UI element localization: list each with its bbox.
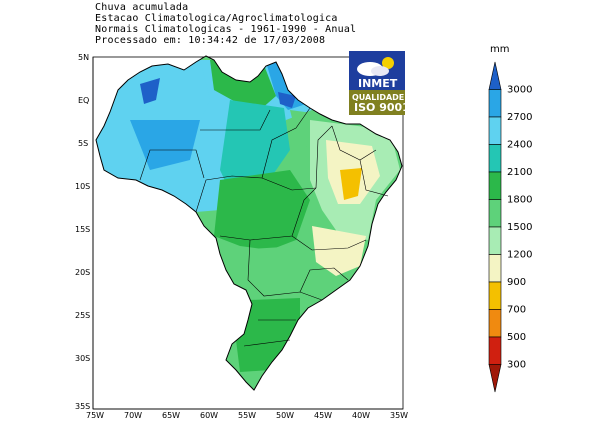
colorbar-unit: mm	[490, 44, 509, 55]
lon-label-65w: 65W	[162, 411, 180, 420]
brazil-outline	[95, 55, 403, 391]
colorbar-level-label: 700	[507, 305, 526, 316]
colorbar-level-label: 1200	[507, 250, 532, 261]
logo-badge: QUALIDADE	[352, 93, 404, 102]
inmet-logo: INMET QUALIDADE ISO 9001	[349, 51, 410, 115]
colorbar: mm 3000 2700 2400 2100 1800 1500 1200 900 700 500…	[488, 44, 532, 393]
longitude-axis: 75W 70W 65W 60W 55W 50W 45W 40W 35W	[86, 408, 408, 420]
lat-label-35s: 35S	[75, 402, 90, 411]
colorbar-level-label: 300	[507, 360, 526, 371]
lat-label-5s: 5S	[78, 139, 88, 148]
colorbar-segment	[488, 281, 502, 310]
colorbar-segment	[488, 336, 502, 365]
lon-label-60w: 60W	[200, 411, 218, 420]
colorbar-segment	[488, 144, 502, 173]
title-line-4: Processado em: 10:34:42 de 17/03/2008	[95, 35, 326, 46]
colorbar-segment	[488, 171, 502, 200]
latitude-axis: 5N EQ 5S 10S 15S 20S 25S 30S 35S	[75, 53, 94, 411]
lat-label-5n: 5N	[78, 53, 89, 62]
lon-label-35w: 35W	[390, 411, 408, 420]
colorbar-level-label: 1500	[507, 222, 532, 233]
colorbar-level-label: 3000	[507, 85, 532, 96]
colorbar-level-label: 1800	[507, 195, 532, 206]
lat-label-20s: 20S	[75, 268, 90, 277]
colorbar-segment	[488, 61, 502, 90]
colorbar-segment	[488, 89, 502, 118]
colorbar-segment	[488, 226, 502, 255]
colorbar-segment	[488, 199, 502, 228]
lat-label-30s: 30S	[75, 354, 90, 363]
title-line-2: Estacao Climatologica/Agroclimatologica	[95, 13, 338, 24]
colorbar-segment	[488, 254, 502, 283]
lat-label-15s: 15S	[75, 225, 90, 234]
lon-label-70w: 70W	[124, 411, 142, 420]
title-line-3: Normais Climatologicas - 1961-1990 - Anu…	[95, 24, 357, 35]
lat-label-25s: 25S	[75, 311, 90, 320]
colorbar-level-label: 2700	[507, 112, 532, 123]
cloud-sun-icon	[357, 57, 394, 76]
lat-label-eq: EQ	[78, 96, 89, 105]
lon-label-50w: 50W	[276, 411, 294, 420]
lon-label-40w: 40W	[352, 411, 370, 420]
lon-label-45w: 45W	[314, 411, 332, 420]
state-borders	[139, 107, 389, 347]
colorbar-level-label: 900	[507, 277, 526, 288]
colorbar-segment	[488, 364, 502, 393]
lon-label-75w: 75W	[86, 411, 104, 420]
lon-label-55w: 55W	[238, 411, 256, 420]
colorbar-level-label: 2400	[507, 140, 532, 151]
colorbar-segment	[488, 309, 502, 338]
colorbar-level-label: 2100	[507, 167, 532, 178]
colorbar-segment	[488, 116, 502, 145]
lat-label-10s: 10S	[75, 182, 90, 191]
logo-name: INMET	[358, 77, 398, 90]
colorbar-level-label: 500	[507, 332, 526, 343]
logo-cert: ISO 9001	[354, 101, 410, 114]
title-line-1: Chuva acumulada	[95, 2, 189, 13]
